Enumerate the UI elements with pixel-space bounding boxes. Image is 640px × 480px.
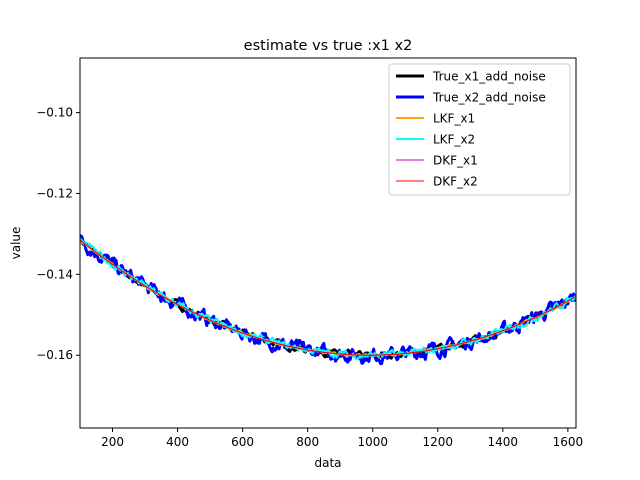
y-tick-label: −0.10 bbox=[36, 106, 73, 120]
series-line-true-x2-add-noise bbox=[80, 234, 576, 366]
x-tick-label: 800 bbox=[296, 435, 319, 449]
plot-frame bbox=[79, 57, 577, 429]
x-tick-label: 1400 bbox=[488, 435, 519, 449]
x-axis: 200 400 600 800 1000 1200 1400 1600 bbox=[101, 428, 583, 449]
series-line-true-x1-add-noise bbox=[80, 238, 576, 360]
legend-label: True_x1_add_noise bbox=[432, 70, 546, 84]
legend: True_x1_add_noise True_x2_add_noise LKF_x1… bbox=[388, 63, 571, 196]
legend-label: DKF_x2 bbox=[433, 175, 478, 189]
legend-label: LKF_x2 bbox=[433, 133, 475, 147]
series-line-dkf-x2 bbox=[80, 239, 576, 356]
series-line-lkf-x1 bbox=[80, 239, 576, 358]
x-axis-label: data bbox=[314, 456, 341, 470]
legend-label: LKF_x1 bbox=[433, 112, 475, 126]
x-tick-label: 400 bbox=[166, 435, 189, 449]
legend-label: DKF_x1 bbox=[433, 154, 478, 168]
y-tick-label: −0.16 bbox=[36, 348, 73, 362]
x-tick-label: 600 bbox=[231, 435, 254, 449]
x-tick-label: 1600 bbox=[553, 435, 584, 449]
x-tick-label: 1200 bbox=[422, 435, 453, 449]
y-axis: −0.16 −0.14 −0.12 −0.10 bbox=[36, 106, 80, 362]
chart-title: estimate vs true :x1 x2 bbox=[244, 38, 413, 54]
y-axis-label: value bbox=[9, 227, 23, 260]
y-tick-label: −0.14 bbox=[36, 267, 73, 281]
series-layer bbox=[80, 234, 576, 366]
y-tick-label: −0.12 bbox=[36, 186, 73, 200]
x-tick-label: 1000 bbox=[357, 435, 388, 449]
legend-box bbox=[388, 63, 571, 196]
series-line-dkf-x1 bbox=[80, 239, 576, 356]
x-tick-label: 200 bbox=[101, 435, 124, 449]
series-line-lkf-x2 bbox=[80, 237, 576, 361]
legend-label: True_x2_add_noise bbox=[432, 91, 546, 105]
